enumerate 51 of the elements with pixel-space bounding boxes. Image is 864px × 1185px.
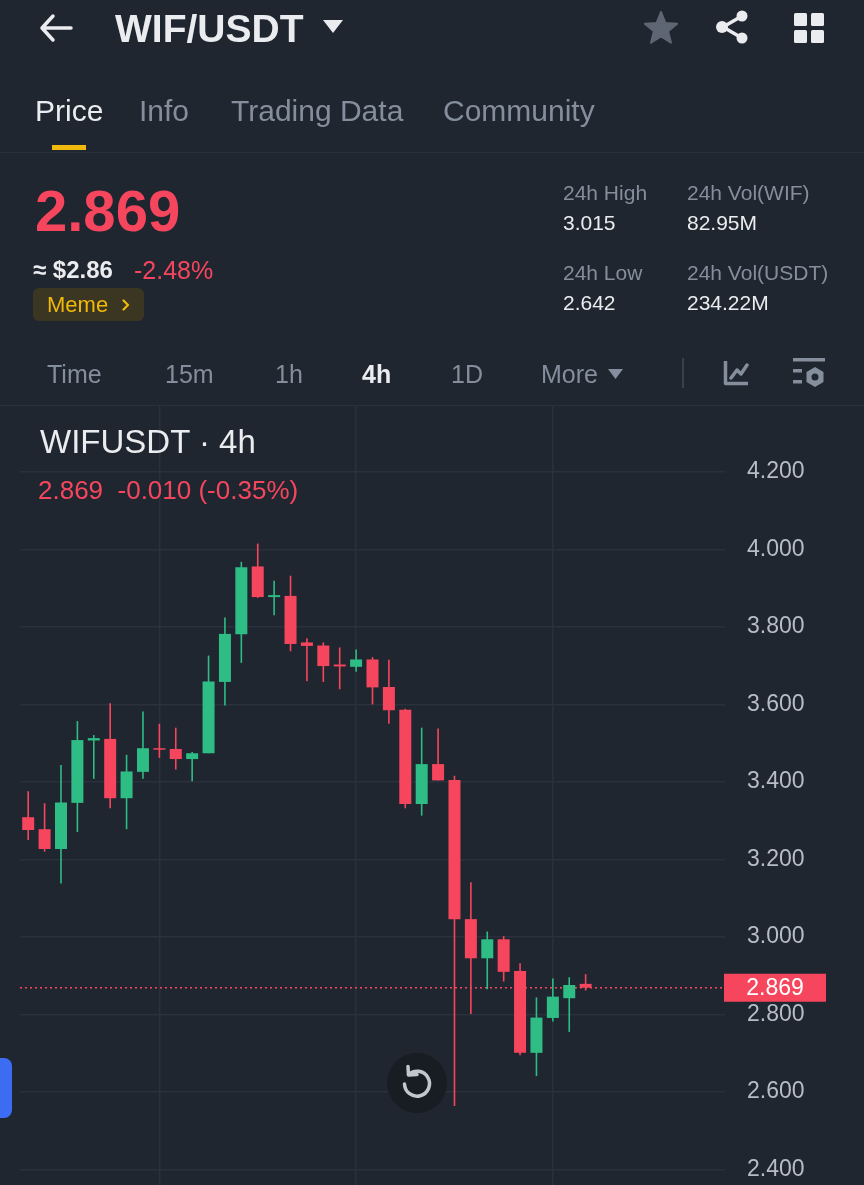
y-tick-label: 4.000 — [747, 534, 805, 561]
text: Time — [47, 360, 102, 388]
text: 82.95M — [687, 211, 758, 234]
text: 3.015 — [563, 211, 616, 234]
candlestick — [432, 727, 445, 782]
text: 1h — [275, 360, 303, 388]
text: 2.642 — [563, 291, 616, 314]
y-tick-label: 2.800 — [747, 999, 805, 1026]
candlestick — [546, 977, 559, 1023]
candlestick — [300, 637, 313, 682]
text: -2.48% — [134, 256, 214, 284]
tag-chip: Meme — [33, 288, 145, 321]
text: 24h Vol(USDT) — [687, 261, 829, 284]
text: WIFUSDT · 4h — [40, 423, 256, 460]
candlestick — [38, 802, 51, 853]
y-tick-label: 2.600 — [747, 1077, 805, 1104]
y-tick-label: 4.200 — [747, 457, 805, 484]
candlestick — [317, 641, 330, 683]
text: 24h High — [563, 181, 648, 204]
y-tick-label: 3.800 — [747, 612, 805, 639]
text: 2.869 -0.010 (-0.35%) — [38, 475, 299, 505]
text: WIF/USDT — [115, 7, 304, 50]
y-tick-label: 3.400 — [747, 767, 805, 794]
y-tick-label: 3.600 — [747, 689, 805, 716]
text: Price — [35, 94, 104, 127]
text: 4h — [362, 360, 392, 388]
text: 24h Low — [563, 261, 643, 284]
y-tick-label: 3.000 — [747, 922, 805, 949]
candlestick — [136, 710, 149, 780]
text: Trading Data — [231, 94, 404, 127]
text: 234.22M — [687, 291, 769, 314]
candlestick — [153, 723, 166, 759]
candlestick — [169, 726, 182, 771]
candlestick — [563, 976, 576, 1033]
text: 15m — [165, 360, 214, 388]
text: 2.869 — [35, 178, 181, 243]
text: More — [541, 360, 598, 388]
candlestick — [22, 790, 35, 841]
text: Community — [443, 94, 595, 127]
y-tick-label: 2.400 — [747, 1154, 805, 1181]
ref-line-label: 2.869 — [746, 974, 804, 1001]
text: 24h Vol(WIF) — [687, 181, 810, 204]
text: Info — [139, 94, 190, 127]
candlestick — [481, 930, 494, 991]
text: ≈ $2.86 — [33, 256, 113, 283]
y-tick-label: 3.200 — [747, 844, 805, 871]
candlestick — [350, 648, 363, 673]
candlestick — [382, 659, 395, 725]
candlestick — [268, 579, 281, 617]
candlestick — [186, 751, 199, 782]
text: 1D — [451, 360, 483, 388]
